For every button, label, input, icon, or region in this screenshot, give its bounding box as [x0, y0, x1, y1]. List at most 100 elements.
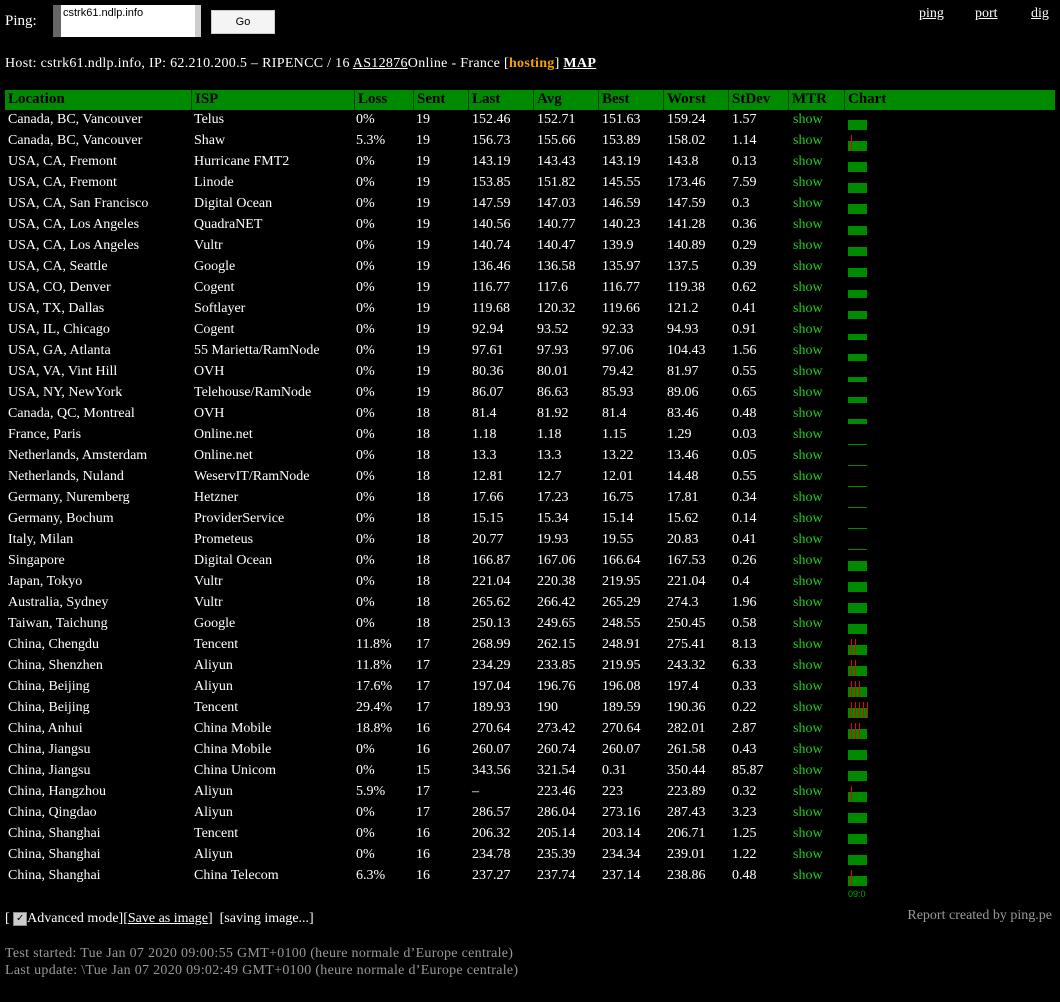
- mtr-show-link[interactable]: show: [793, 784, 823, 799]
- latency-bar: [848, 582, 867, 592]
- mtr-show-link[interactable]: show: [793, 805, 823, 820]
- loss: 0%: [356, 364, 375, 379]
- ping-link[interactable]: ping: [919, 6, 944, 21]
- dig-link[interactable]: dig: [1031, 6, 1049, 21]
- mtr-show-link[interactable]: show: [793, 322, 823, 337]
- sent: 19: [416, 217, 430, 232]
- packet-loss-mark: [863, 702, 864, 718]
- avg: 80.01: [537, 364, 569, 379]
- sent: 16: [416, 742, 430, 757]
- latency-chart: [848, 782, 868, 803]
- mtr-show-link[interactable]: show: [793, 868, 823, 883]
- mtr-show-link[interactable]: show: [793, 595, 823, 610]
- latency-bar: [848, 376, 867, 382]
- mtr-show-link[interactable]: show: [793, 196, 823, 211]
- last: 234.78: [472, 847, 511, 862]
- save-as-image-link[interactable]: Save as image: [127, 911, 208, 926]
- stdev: 0.05: [732, 448, 757, 463]
- sent: 19: [416, 301, 430, 316]
- mtr-show-link[interactable]: show: [793, 406, 823, 421]
- stdev: 1.96: [732, 595, 757, 610]
- avg: 205.14: [537, 826, 576, 841]
- mtr-show-link[interactable]: show: [793, 763, 823, 778]
- mtr-show-link[interactable]: show: [793, 217, 823, 232]
- mtr-show-link[interactable]: show: [793, 469, 823, 484]
- mtr-show-link[interactable]: show: [793, 112, 823, 127]
- latency-chart: [848, 614, 868, 635]
- mtr-show-link[interactable]: show: [793, 364, 823, 379]
- location: USA, CA, Fremont: [8, 154, 117, 169]
- table-row: USA, NY, NewYork Telehouse/RamNode 0% 19 86.…: [5, 383, 1055, 404]
- worst: 13.46: [667, 448, 699, 463]
- mtr-show-link[interactable]: show: [793, 259, 823, 274]
- mtr-show-link[interactable]: show: [793, 637, 823, 652]
- mtr-show-link[interactable]: show: [793, 301, 823, 316]
- mtr-show-link[interactable]: show: [793, 658, 823, 673]
- go-button[interactable]: Go: [211, 10, 275, 34]
- map-link[interactable]: MAP: [563, 56, 597, 71]
- ip-address: 62.210.200.5: [170, 56, 248, 71]
- mtr-show-link[interactable]: show: [793, 847, 823, 862]
- avg: 233.85: [537, 658, 576, 673]
- mtr-show-link[interactable]: show: [793, 238, 823, 253]
- advanced-mode-checkbox[interactable]: ✓: [13, 912, 28, 926]
- avg: 262.15: [537, 637, 576, 652]
- table-row: Germany, Bochum ProviderService 0% 18 15.15 1…: [5, 509, 1055, 530]
- mtr-show-link[interactable]: show: [793, 700, 823, 715]
- as-link[interactable]: AS12876: [352, 56, 408, 71]
- mtr-show-link[interactable]: show: [793, 574, 823, 589]
- avg: 196.76: [537, 679, 576, 694]
- mtr-show-link[interactable]: show: [793, 721, 823, 736]
- mtr-show-link[interactable]: show: [793, 532, 823, 547]
- mtr-show-link[interactable]: show: [793, 280, 823, 295]
- location: Singapore: [8, 553, 65, 568]
- best: 12.01: [602, 469, 634, 484]
- table-row: China, Chengdu Tencent 11.8% 17 268.99 262.15…: [5, 635, 1055, 656]
- mtr-show-link[interactable]: show: [793, 511, 823, 526]
- location: Netherlands, Nuland: [8, 469, 124, 484]
- best: 119.66: [602, 301, 640, 316]
- mtr-show-link[interactable]: show: [793, 490, 823, 505]
- latency-chart: [848, 509, 868, 530]
- best: 189.59: [602, 700, 641, 715]
- avg: 86.63: [537, 385, 569, 400]
- latency-chart: [848, 404, 868, 425]
- isp: Prometeus: [194, 532, 254, 547]
- isp: ProviderService: [194, 511, 285, 526]
- mtr-show-link[interactable]: show: [793, 448, 823, 463]
- mtr-show-link[interactable]: show: [793, 616, 823, 631]
- location: USA, GA, Atlanta: [8, 343, 111, 358]
- stdev: 7.59: [732, 175, 757, 190]
- column-header-avg: Avg: [533, 90, 562, 110]
- location: USA, NY, NewYork: [8, 385, 123, 400]
- mtr-show-link[interactable]: show: [793, 175, 823, 190]
- mtr-show-link[interactable]: show: [793, 154, 823, 169]
- bracket: [: [123, 911, 128, 926]
- mtr-show-link[interactable]: show: [793, 679, 823, 694]
- latency-bar: [848, 120, 867, 130]
- port-link[interactable]: port: [975, 6, 998, 21]
- best: 234.34: [602, 847, 641, 862]
- location: China, Beijing: [8, 700, 90, 715]
- sent: 19: [416, 175, 430, 190]
- mtr-show-link[interactable]: show: [793, 826, 823, 841]
- location: China, Shanghai: [8, 847, 101, 862]
- latency-chart: [848, 215, 868, 236]
- mtr-show-link[interactable]: show: [793, 343, 823, 358]
- avg: 15.34: [537, 511, 569, 526]
- mtr-show-link[interactable]: show: [793, 133, 823, 148]
- loss: 0%: [356, 322, 375, 337]
- best: 139.9: [602, 238, 634, 253]
- loss: 29.4%: [356, 700, 393, 715]
- host-input[interactable]: cstrk61.ndlp.info: [53, 5, 201, 37]
- packet-loss-mark: [855, 660, 856, 676]
- stdev: 0.41: [732, 532, 757, 547]
- mtr-show-link[interactable]: show: [793, 427, 823, 442]
- mtr-show-link[interactable]: show: [793, 553, 823, 568]
- latency-bar: [848, 183, 867, 193]
- mtr-show-link[interactable]: show: [793, 385, 823, 400]
- sent: 19: [416, 133, 430, 148]
- location: Germany, Nuremberg: [8, 490, 130, 505]
- mtr-show-link[interactable]: show: [793, 742, 823, 757]
- sent: 18: [416, 553, 430, 568]
